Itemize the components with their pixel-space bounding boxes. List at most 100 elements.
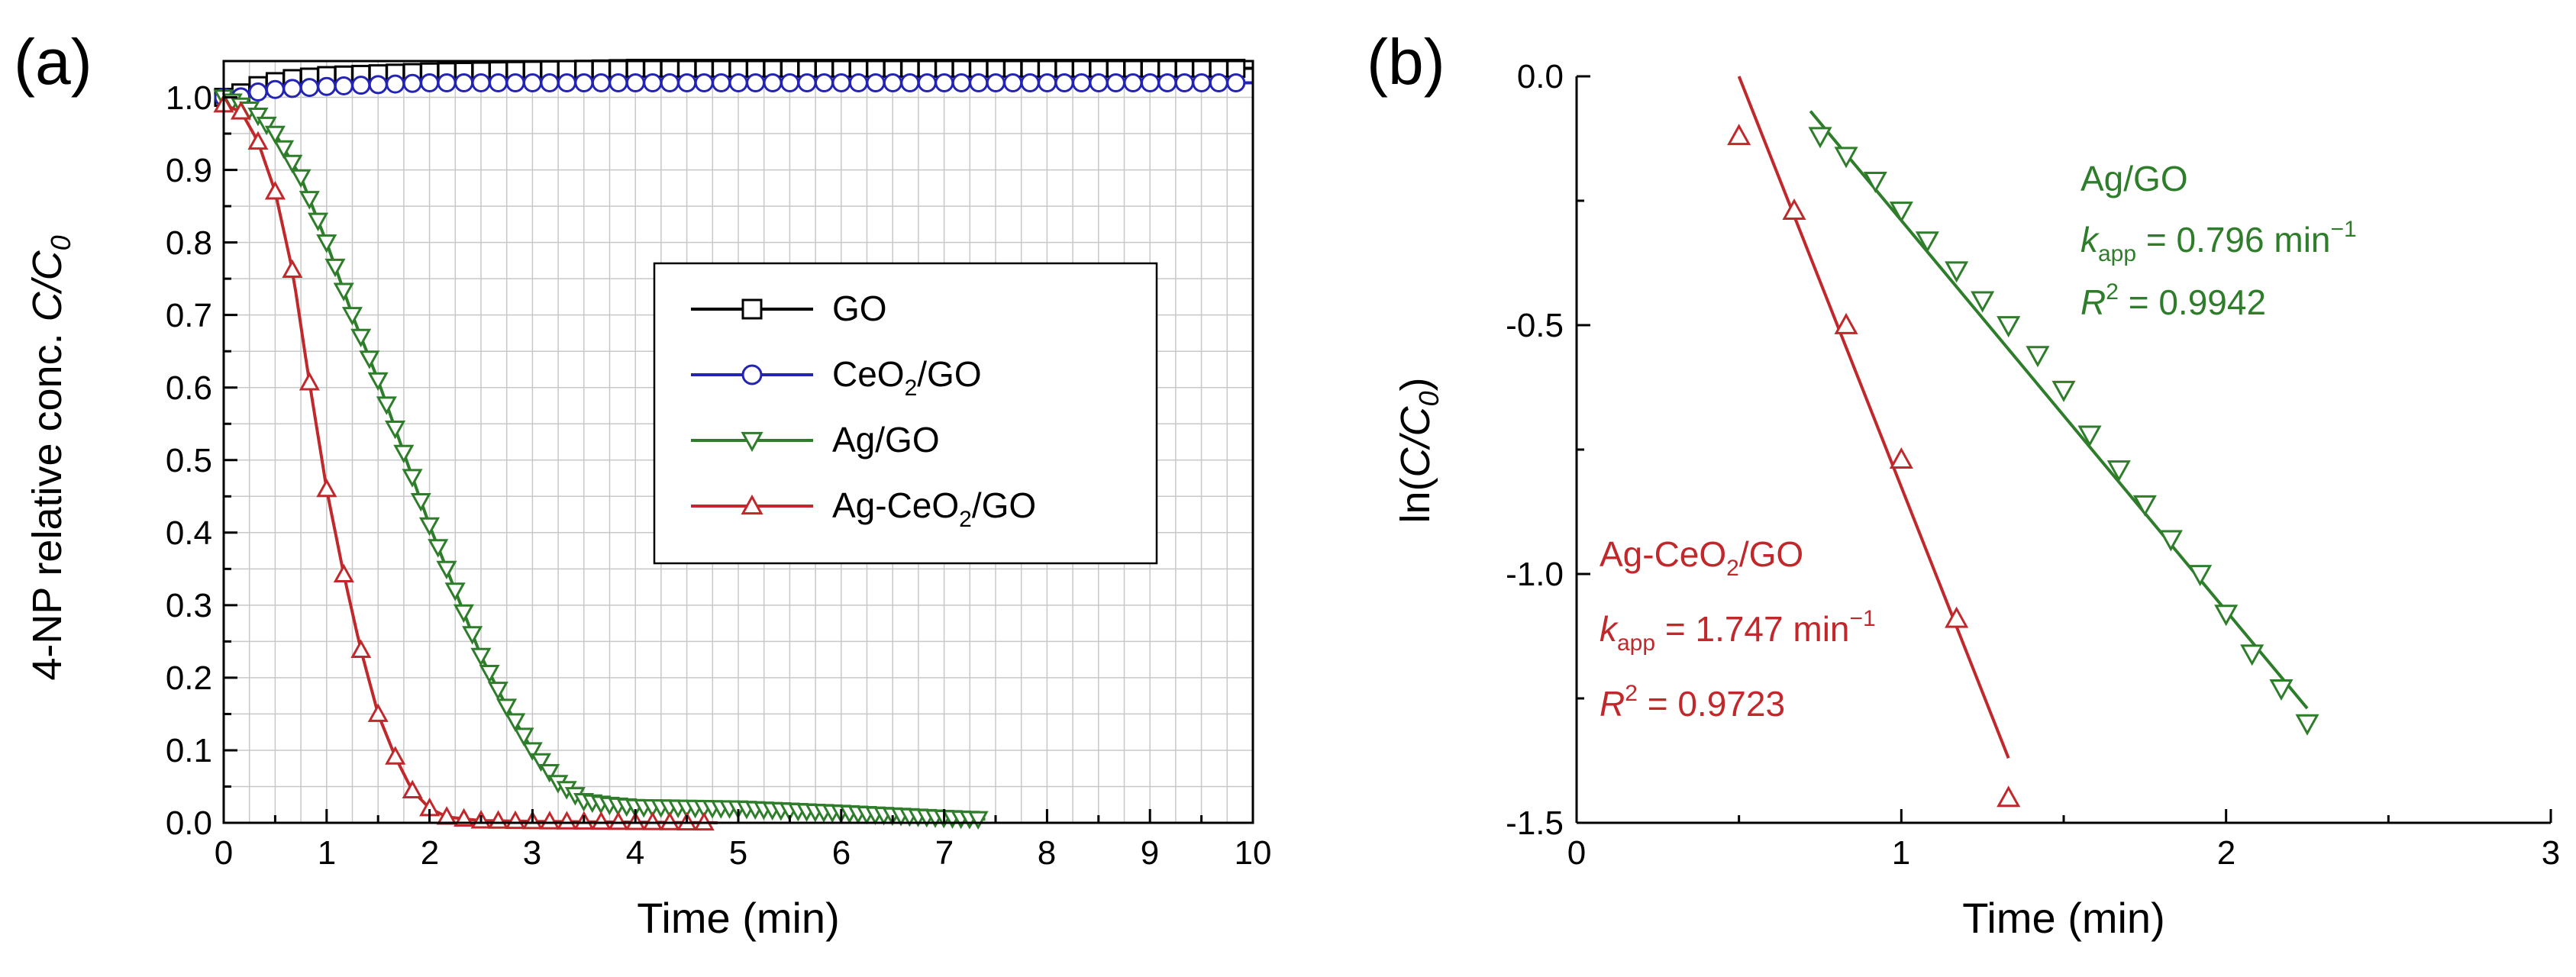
data-point-ag-go <box>247 107 269 127</box>
data-point-ceo2-go <box>522 73 542 93</box>
x-tick-label: 2 <box>2217 834 2235 872</box>
data-point-ag-go <box>462 626 483 645</box>
data-point-ag-ceo2-go <box>367 703 389 722</box>
data-point-ceo2-go <box>454 73 474 93</box>
x-tick-label: 8 <box>1038 834 1056 872</box>
data-point-ag-go <box>505 713 526 732</box>
data-point-ceo2-go <box>489 73 508 93</box>
data-point-ag-go <box>2269 679 2294 701</box>
panel-a-legend: GO CeO2/GO Ag/GO Ag-CeO2/GO <box>653 262 1158 565</box>
data-point-ag-go <box>539 763 560 783</box>
data-point-ceo2-go <box>848 73 868 93</box>
series-ag-go <box>213 89 989 830</box>
x-tick-label: 1 <box>1892 834 1910 872</box>
data-point-ceo2-go <box>917 73 937 93</box>
data-point-ceo2-go <box>437 73 457 93</box>
x-tick-label: 3 <box>523 834 541 872</box>
data-point-ag-go <box>410 493 431 512</box>
data-point-ag-go <box>487 682 508 701</box>
panel-a-y-axis-title: 4-NP relative conc. C/C0 <box>24 235 76 680</box>
data-point-ag-go <box>2132 495 2157 517</box>
data-point-ceo2-go <box>728 73 748 93</box>
data-point-ag-ceo2-go <box>247 131 269 150</box>
legend-label: CeO2/GO <box>832 354 982 401</box>
data-point-ag-go <box>385 421 406 440</box>
panel-b-label: (b) <box>1367 26 1445 98</box>
legend-label: Ag-CeO2/GO <box>832 485 1036 532</box>
data-point-ceo2-go <box>694 73 714 93</box>
data-point-ceo2-go <box>420 73 440 93</box>
panel-b-x-axis-title: Time (min) <box>1962 894 2164 942</box>
data-point-ag-ceo2-go <box>264 181 286 200</box>
legend-marker-go <box>741 298 763 320</box>
data-point-ag-go <box>1971 291 1995 313</box>
annotation-rate-constant: kapp = 1.747 min−1 <box>1600 606 1876 656</box>
data-point-ag-ceo2-go <box>1997 785 2021 808</box>
data-point-ceo2-go <box>900 73 920 93</box>
legend-marker-ag-go <box>741 431 763 453</box>
data-point-ag-ceo2-go <box>282 259 303 278</box>
annotation-ag-ceo2-go: Ag-CeO2/GO kapp = 1.747 min−1 R2 = 0.972… <box>1600 534 1876 724</box>
y-tick-label: 0.9 <box>166 152 212 189</box>
data-point-ag-go <box>967 811 989 830</box>
data-point-ag-ceo2-go <box>556 811 577 830</box>
data-point-ceo2-go <box>797 73 817 93</box>
data-point-ag-go <box>1945 261 1969 283</box>
data-point-ag-ceo2-go <box>659 811 680 830</box>
data-point-ag-go <box>402 469 423 488</box>
data-point-ag-ceo2-go <box>608 811 629 830</box>
series-ceo2-go <box>214 73 1253 108</box>
y-tick-label: 0.2 <box>166 659 212 697</box>
data-point-ceo2-go <box>351 76 371 95</box>
x-tick-label: 7 <box>935 834 954 872</box>
data-point-ag-go <box>299 191 320 210</box>
data-point-ceo2-go <box>386 74 405 94</box>
annotation-r-squared: R2 = 0.9942 <box>2080 279 2266 322</box>
data-point-ceo2-go <box>780 73 800 93</box>
data-point-ceo2-go <box>368 75 388 95</box>
data-point-ag-go <box>521 742 543 761</box>
data-point-ceo2-go <box>402 73 422 93</box>
data-point-ag-go <box>1997 316 2021 338</box>
data-point-ceo2-go <box>814 73 834 93</box>
x-tick-label: 10 <box>1235 834 1272 872</box>
y-axis-title-variable: C/C <box>24 250 70 321</box>
data-point-ceo2-go <box>1192 73 1212 93</box>
data-point-ag-go <box>1834 147 1858 169</box>
y-tick-label: 0.3 <box>166 587 212 624</box>
data-point-ag-go <box>1915 231 1939 253</box>
data-point-ag-go <box>376 396 397 415</box>
y-axis-title-prefix: 4-NP relative conc. <box>24 321 70 680</box>
y-tick-label: 0.7 <box>166 297 212 334</box>
data-point-ag-go <box>264 125 286 145</box>
data-point-ceo2-go <box>1003 73 1023 93</box>
data-point-ceo2-go <box>986 73 1006 93</box>
data-point-ceo2-go <box>557 73 576 93</box>
data-point-ag-go <box>359 350 380 369</box>
data-point-ag-go <box>513 727 534 746</box>
panel-a-label: (a) <box>14 26 92 98</box>
data-point-ag-go <box>2295 714 2319 736</box>
data-point-ag-go <box>436 560 457 580</box>
data-point-ceo2-go <box>660 73 680 93</box>
data-point-ceo2-go <box>969 73 989 93</box>
data-point-ag-go <box>2240 644 2264 666</box>
data-point-ag-ceo2-go <box>436 806 457 825</box>
y-tick-label: 0.8 <box>166 224 212 262</box>
panel-b-ticks <box>1575 75 2552 824</box>
data-point-ag-ceo2-go <box>299 372 320 391</box>
data-point-ag-go <box>307 212 329 232</box>
legend-marker-ceo2-go <box>741 364 763 385</box>
data-point-ceo2-go <box>1140 73 1160 93</box>
data-point-ceo2-go <box>746 73 766 93</box>
data-point-ceo2-go <box>712 73 731 93</box>
panel-a-ticks <box>222 96 1254 824</box>
y-tick-label: -1.5 <box>1506 804 1564 842</box>
data-point-ceo2-go <box>643 73 663 93</box>
series-line-ag-ceo2-go <box>223 103 718 824</box>
x-tick-label: 2 <box>421 834 439 872</box>
data-point-ag-go <box>2026 346 2050 368</box>
data-point-ceo2-go <box>831 73 851 93</box>
annotation-ag-go: Ag/GO kapp = 0.796 min−1 R2 = 0.9942 <box>2080 159 2357 322</box>
